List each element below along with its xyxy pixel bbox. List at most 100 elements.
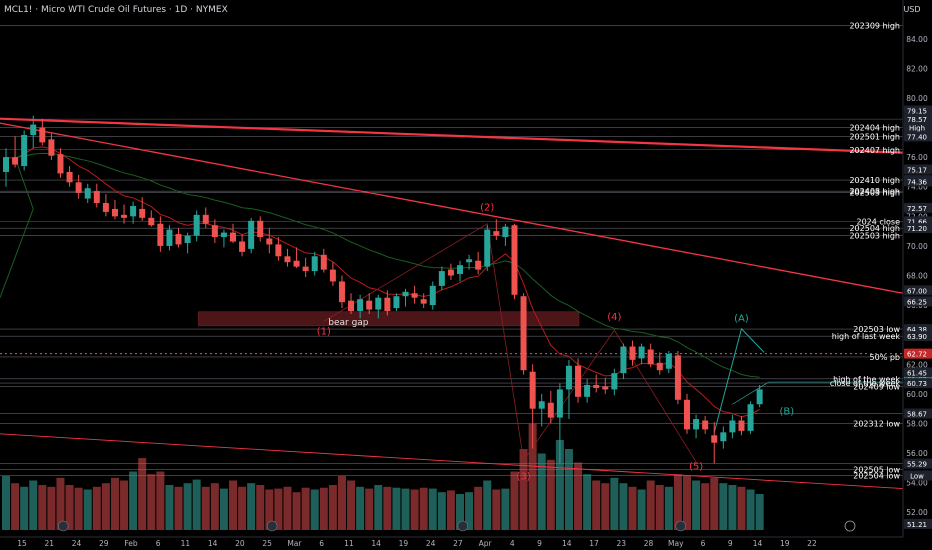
x-tick-label: 11	[181, 539, 191, 548]
candle-body	[338, 281, 345, 303]
volume-bar	[256, 485, 265, 530]
volume-bar	[456, 494, 464, 530]
price-tag	[904, 518, 932, 529]
candle-body	[157, 223, 164, 246]
event-marker-circle	[266, 520, 278, 532]
volume-bar	[29, 480, 38, 530]
x-tick-label: 27	[453, 539, 463, 548]
volume-bar	[601, 483, 610, 530]
candle-body	[184, 235, 191, 243]
candle-body	[720, 432, 727, 442]
volume-bar	[165, 485, 174, 530]
volume-bar	[465, 492, 474, 530]
price-tag-label: 72.57	[907, 205, 927, 213]
price-tag-label: 74.36	[907, 178, 928, 186]
wave-projection-path	[713, 327, 765, 433]
timeline-scroll-icon[interactable]	[844, 520, 856, 532]
price-tag	[904, 408, 932, 419]
candle-body	[593, 385, 600, 388]
candle-body	[547, 402, 554, 418]
candle-body	[457, 265, 463, 275]
candle-body	[348, 300, 355, 312]
candle-body	[438, 271, 445, 286]
candle-body	[166, 229, 173, 246]
candle-body	[738, 420, 745, 431]
y-tick-label: 76.00	[906, 153, 928, 162]
candle-body	[75, 182, 82, 193]
volume-bar	[283, 486, 292, 530]
x-tick-label: Mar	[287, 539, 302, 548]
price-tag-label: 51.21	[907, 521, 927, 529]
volume-bar	[583, 474, 592, 530]
volume-bar	[673, 474, 682, 530]
descending-trendline	[0, 122, 904, 294]
y-tick-label: 58.00	[906, 419, 928, 428]
moving-average-fast	[5, 146, 760, 418]
candle-body	[102, 203, 109, 212]
volume-bar	[510, 471, 519, 530]
volume-bar	[710, 477, 719, 530]
volume-bar	[646, 480, 655, 530]
x-tick-label: 14	[562, 539, 572, 548]
price-tag	[904, 470, 932, 481]
event-marker-icon[interactable]	[457, 520, 469, 532]
x-tick-label: 20	[235, 539, 245, 548]
volume-bar	[537, 453, 546, 530]
price-tag-label: 60.73	[907, 380, 927, 388]
candle-body	[193, 214, 200, 236]
timeline-scroll-circle	[844, 520, 856, 532]
candle-body	[111, 208, 118, 217]
candle-body	[139, 208, 146, 218]
volume-bar	[755, 494, 764, 530]
price-tag-label: 55.29	[907, 461, 927, 469]
level-label: 202312 low	[853, 419, 900, 428]
candle-body	[239, 241, 246, 252]
candle-body	[220, 232, 227, 238]
price-tag-label: 64.38	[907, 326, 927, 334]
price-tag	[904, 331, 932, 342]
price-tag	[904, 122, 932, 133]
x-tick-label: 21	[44, 539, 54, 548]
price-tag-label: Low	[910, 473, 924, 481]
price-tag	[904, 367, 932, 378]
level-label: 202504 low	[853, 472, 900, 481]
x-tick-label: 4	[510, 539, 515, 548]
price-axis-background	[903, 0, 932, 550]
event-marker-icon[interactable]	[266, 520, 278, 532]
level-label: high of the week	[833, 375, 900, 384]
wave-label: (A)	[734, 313, 749, 324]
candle-body	[565, 365, 572, 390]
candle-body	[656, 362, 663, 371]
price-tag	[904, 285, 932, 296]
volume-bar	[692, 480, 701, 530]
candle-body	[248, 220, 255, 249]
volume-layer	[2, 423, 764, 530]
price-tag-label: 66.25	[907, 298, 927, 306]
x-tick-label: 19	[399, 539, 409, 548]
candle-body	[311, 256, 318, 272]
candle-body	[257, 220, 264, 238]
price-tag-label: 79.15	[907, 108, 927, 116]
volume-bar	[101, 483, 110, 530]
candle-body	[175, 234, 182, 245]
event-marker-icon[interactable]	[675, 520, 686, 532]
volume-bar	[110, 477, 119, 530]
volume-bar	[528, 423, 537, 530]
price-tag-label: 58.67	[907, 411, 927, 419]
candle-body	[629, 346, 636, 360]
price-tag	[904, 202, 932, 213]
event-marker-icon[interactable]	[57, 520, 69, 532]
candle-body	[511, 225, 518, 295]
volume-bar	[374, 485, 383, 530]
overlay-layer	[0, 25, 904, 490]
x-tick-label: 9	[537, 539, 542, 548]
candle-body	[121, 214, 128, 218]
y-tick-label: 60.00	[906, 390, 928, 399]
volume-bar	[183, 483, 192, 530]
volume-bar	[11, 483, 20, 530]
price-tag	[904, 223, 932, 234]
x-tick-label: 6	[319, 539, 324, 548]
bear-gap-label: bear gap	[328, 318, 369, 328]
y-tick-label: 70.00	[906, 242, 928, 251]
